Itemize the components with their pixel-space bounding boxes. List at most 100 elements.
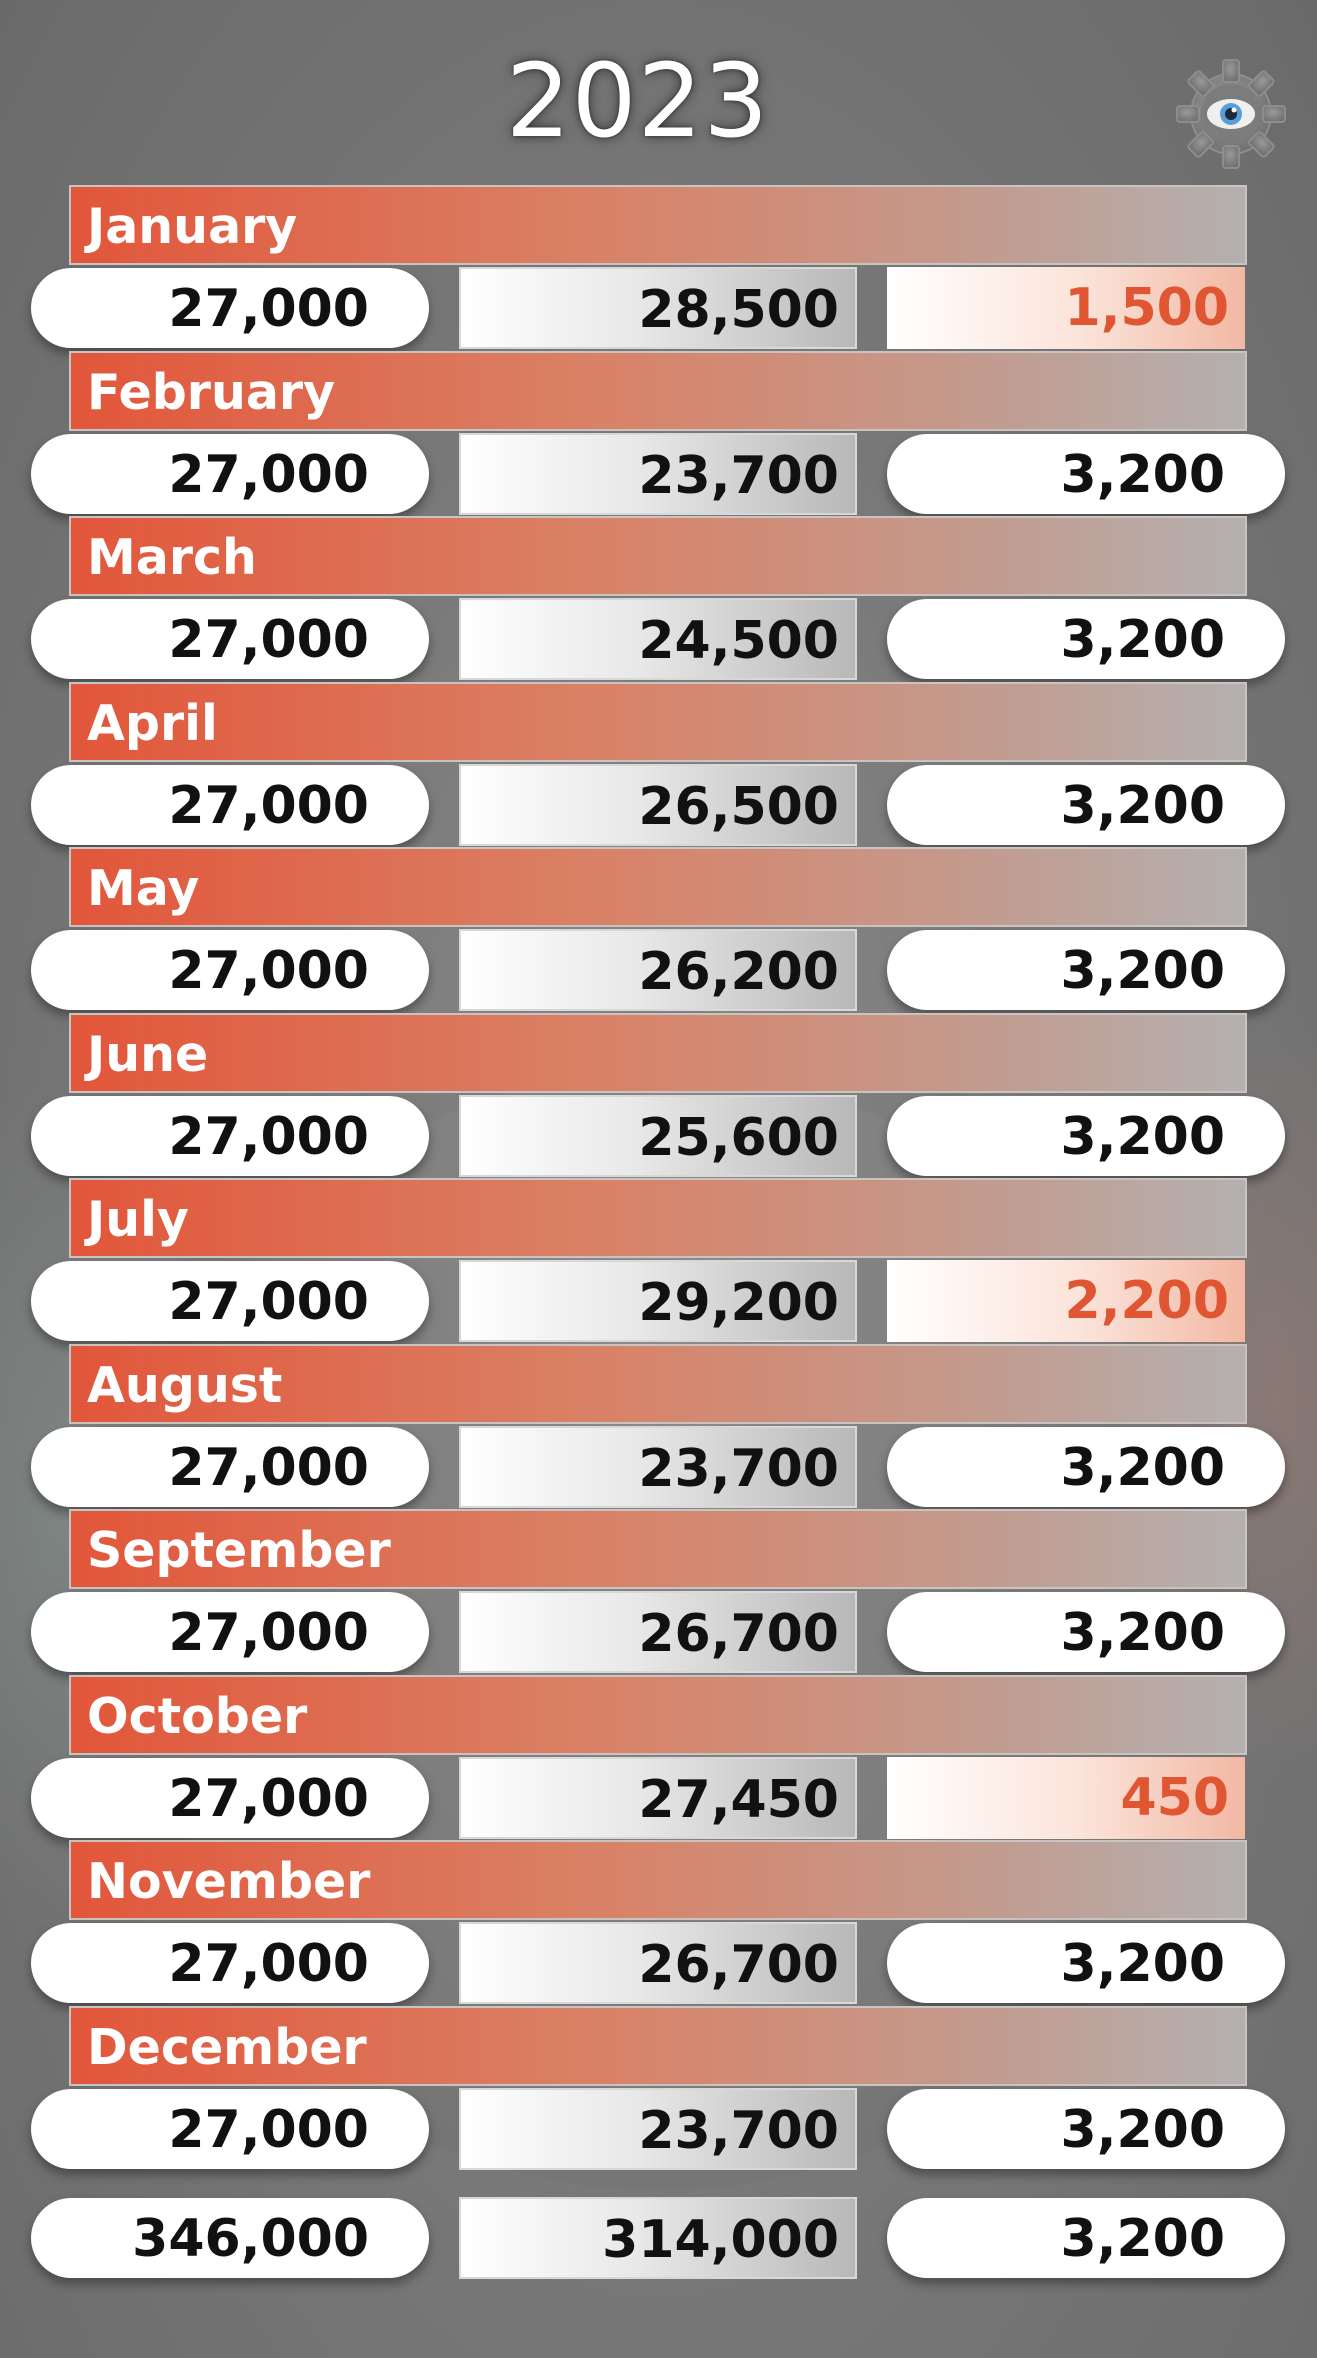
total-col1: 346,000 [31, 2198, 429, 2278]
month-label: February [87, 364, 336, 421]
spent-cell: 27,450 [459, 1757, 857, 1839]
difference-value: 3,200 [1060, 445, 1225, 505]
month-header: April [69, 682, 1247, 762]
spent-cell: 24,500 [459, 598, 857, 680]
spent-value: 28,500 [638, 280, 839, 340]
budget-cell: 27,000 [31, 1592, 429, 1672]
spent-value: 26,500 [638, 777, 839, 837]
difference-value: 3,200 [1060, 2100, 1225, 2160]
budget-value: 27,000 [168, 1272, 369, 1332]
spent-value: 23,700 [638, 2101, 839, 2161]
spent-value: 25,600 [638, 1108, 839, 1168]
month-label: July [87, 1191, 189, 1248]
difference-cell: 3,200 [887, 930, 1285, 1010]
spent-cell: 23,700 [459, 433, 857, 515]
difference-cell: 3,200 [887, 765, 1285, 845]
month-header: October [69, 1675, 1247, 1755]
spent-cell: 26,700 [459, 1922, 857, 2004]
difference-value: 3,200 [1060, 610, 1225, 670]
budget-value: 27,000 [168, 1107, 369, 1167]
spent-value: 26,700 [638, 1604, 839, 1664]
budget-value: 27,000 [168, 776, 369, 836]
budget-cell: 27,000 [31, 599, 429, 679]
month-header: November [69, 1840, 1247, 1920]
budget-cell: 27,000 [31, 1427, 429, 1507]
spent-cell: 29,200 [459, 1260, 857, 1342]
spent-value: 26,700 [638, 1935, 839, 1995]
spent-value: 26,200 [638, 942, 839, 1002]
difference-cell: 3,200 [887, 1592, 1285, 1672]
month-label: August [87, 1357, 283, 1414]
difference-cell: 3,200 [887, 1096, 1285, 1176]
month-header: June [69, 1013, 1247, 1093]
budget-value: 27,000 [168, 1603, 369, 1663]
budget-cell: 27,000 [31, 1261, 429, 1341]
month-header: September [69, 1509, 1247, 1589]
total-col2-value: 314,000 [602, 2210, 839, 2270]
month-label: October [87, 1688, 308, 1745]
spent-value: 24,500 [638, 611, 839, 671]
budget-value: 27,000 [168, 445, 369, 505]
spent-value: 23,700 [638, 1439, 839, 1499]
budget-cell: 27,000 [31, 1923, 429, 2003]
budget-value: 27,000 [168, 2100, 369, 2160]
budget-cell: 27,000 [31, 765, 429, 845]
total-col3-value: 3,200 [1060, 2209, 1225, 2269]
budget-cell: 27,000 [31, 434, 429, 514]
spent-cell: 28,500 [459, 267, 857, 349]
difference-value: 3,200 [1060, 776, 1225, 836]
spent-value: 29,200 [638, 1273, 839, 1333]
budget-cell: 27,000 [31, 268, 429, 348]
spent-cell: 25,600 [459, 1095, 857, 1177]
difference-cell: 3,200 [887, 1923, 1285, 2003]
settings-button[interactable] [1175, 58, 1287, 170]
budget-cell: 27,000 [31, 1758, 429, 1838]
spent-cell: 26,500 [459, 764, 857, 846]
month-header: December [69, 2006, 1247, 2086]
budget-cell: 27,000 [31, 2089, 429, 2169]
budget-value: 27,000 [168, 1438, 369, 1498]
budget-cell: 27,000 [31, 930, 429, 1010]
month-label: September [87, 1522, 391, 1579]
difference-value: 3,200 [1060, 941, 1225, 1001]
difference-value: 3,200 [1060, 1438, 1225, 1498]
difference-cell: 3,200 [887, 2089, 1285, 2169]
difference-cell-over: 2,200 [887, 1260, 1245, 1342]
difference-cell: 3,200 [887, 1427, 1285, 1507]
year-title: 2023 [505, 42, 770, 161]
total-col2: 314,000 [459, 2197, 857, 2279]
difference-value: 3,200 [1060, 1603, 1225, 1663]
budget-value: 27,000 [168, 610, 369, 670]
budget-value: 27,000 [168, 279, 369, 339]
budget-value: 27,000 [168, 941, 369, 1001]
spent-cell: 26,700 [459, 1591, 857, 1673]
total-col1-value: 346,000 [132, 2209, 369, 2269]
total-col3: 3,200 [887, 2198, 1285, 2278]
budget-value: 27,000 [168, 1769, 369, 1829]
difference-value: 2,200 [1064, 1271, 1229, 1331]
difference-value: 3,200 [1060, 1107, 1225, 1167]
difference-cell: 3,200 [887, 434, 1285, 514]
budget-value: 27,000 [168, 1934, 369, 1994]
difference-cell-over: 1,500 [887, 267, 1245, 349]
difference-cell-over: 450 [887, 1757, 1245, 1839]
budget-cell: 27,000 [31, 1096, 429, 1176]
month-header: January [69, 185, 1247, 265]
difference-value: 3,200 [1060, 1934, 1225, 1994]
month-label: January [87, 198, 298, 255]
spent-cell: 23,700 [459, 2088, 857, 2170]
month-header: March [69, 516, 1247, 596]
spent-cell: 23,700 [459, 1426, 857, 1508]
month-header: May [69, 847, 1247, 927]
difference-value: 450 [1120, 1768, 1229, 1828]
month-header: February [69, 351, 1247, 431]
difference-value: 1,500 [1064, 278, 1229, 338]
difference-cell: 3,200 [887, 599, 1285, 679]
month-label: May [87, 860, 200, 917]
month-header: August [69, 1344, 1247, 1424]
month-header: July [69, 1178, 1247, 1258]
spent-cell: 26,200 [459, 929, 857, 1011]
month-label: March [87, 529, 257, 586]
month-label: December [87, 2019, 367, 2076]
month-label: November [87, 1853, 371, 1910]
